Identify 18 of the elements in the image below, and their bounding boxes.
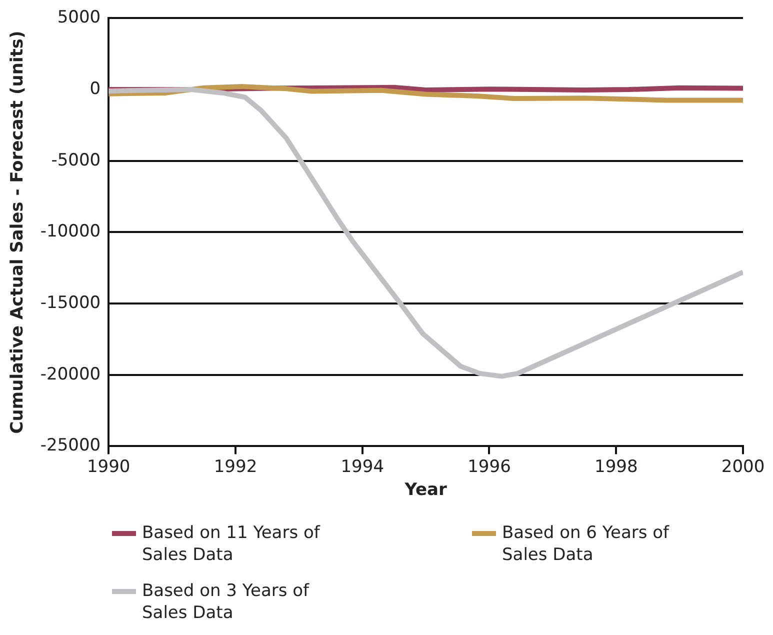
legend-label: Based on 11 Years of Sales Data <box>142 522 322 566</box>
x-axis-title: Year <box>404 480 448 500</box>
x-tick-label: 1992 <box>214 456 258 477</box>
y-tick-label: -15000 <box>40 292 101 313</box>
legend-label: Based on 6 Years of Sales Data <box>502 522 670 566</box>
x-tick-label: 1994 <box>340 456 384 477</box>
y-axis-title: Cumulative Actual Sales - Forecast (units) <box>8 30 28 434</box>
x-tick-label: 1998 <box>594 456 638 477</box>
legend-label: Based on 3 Years of Sales Data <box>142 580 310 624</box>
x-tick-label: 2000 <box>721 456 765 477</box>
x-tick-label: 1990 <box>86 456 130 477</box>
y-tick-label: -10000 <box>40 222 101 242</box>
y-tick-label: -20000 <box>40 364 101 384</box>
x-tick-label: 1996 <box>468 456 511 477</box>
y-tick-label: 5000 <box>57 8 101 28</box>
y-tick-label: 0 <box>90 78 101 99</box>
y-tick-label: -25000 <box>40 436 101 456</box>
y-tick-label: -5000 <box>51 150 101 170</box>
